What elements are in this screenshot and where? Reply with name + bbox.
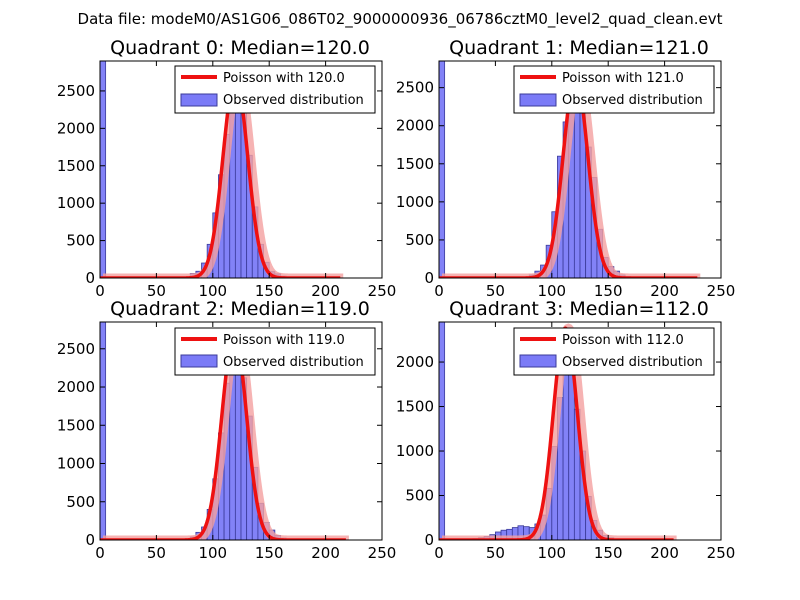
y-tick-label: 500 [405,487,434,505]
x-tick-label: 250 [707,544,736,562]
y-tick-label: 500 [405,231,434,249]
x-tick-label: 150 [255,282,284,300]
axes-frame [438,60,722,279]
y-tick-label: 1000 [57,194,95,212]
poisson-curve-shadow [442,323,677,540]
y-tick-label: 0 [424,269,434,287]
x-tick-label: 0 [434,282,444,300]
legend-poisson-label: Poisson with 121.0 [562,71,684,86]
legend-observed-label: Observed distribution [562,355,703,370]
quadrant-1-legend: Poisson with 121.0 Observed distribution [513,65,715,114]
quadrant-1-title: Quadrant 1: Median=121.0 [449,37,709,59]
legend-observed-swatch [180,93,218,107]
x-tick-label: 200 [311,282,340,300]
plot-area [100,61,344,278]
quadrant-2-panel: Quadrant 2: Median=119.0 0 50 100 150 200 250… [57,298,397,562]
x-tick-label: 0 [95,544,105,562]
x-tick-label: 150 [594,282,623,300]
legend-observed-swatch [519,93,557,107]
poisson-curve-shadow [103,72,344,278]
x-tick-label: 250 [368,282,397,300]
legend-poisson-label: Poisson with 120.0 [223,71,345,86]
y-tick-label: 1500 [57,157,95,175]
x-tick-label: 250 [368,544,397,562]
y-tick-label: 2000 [57,378,95,396]
legend-poisson-label: Poisson with 119.0 [223,333,345,348]
quadrant-2-legend: Poisson with 119.0 Observed distribution [174,327,376,376]
poisson-curve [100,331,346,540]
legend-observed-swatch [519,354,557,368]
y-tick-label: 1000 [396,193,434,211]
y-tick-label: 2000 [57,119,95,137]
y-tick-label: 500 [66,493,95,511]
quadrant-0-legend: Poisson with 120.0 Observed distribution [174,65,376,114]
histogram-bar [234,358,242,540]
x-tick-label: 50 [486,282,505,300]
y-tick-label: 0 [424,531,434,549]
quadrant-3-title: Quadrant 3: Median=112.0 [449,298,709,320]
x-tick-label: 200 [650,544,679,562]
quadrant-3-panel: Quadrant 3: Median=112.0 0 50 100 150 200 250… [396,298,736,562]
x-tick-label: 100 [198,544,227,562]
y-tick-label: 0 [85,269,95,287]
axes-frame [99,60,383,279]
x-tick-label: 100 [537,282,566,300]
poisson-curve [439,326,674,540]
axes-frame [438,321,722,541]
y-tick-label: 1500 [396,398,434,416]
histogram-bar [439,322,446,540]
x-tick-label: 200 [311,544,340,562]
plot-area [100,322,349,540]
quadrant-1-panel: Quadrant 1: Median=121.0 0 50 100 150 200 250… [396,37,736,300]
y-tick-label: 2500 [396,79,434,97]
quadrant-0-title: Quadrant 0: Median=120.0 [110,37,370,59]
legend-observed-label: Observed distribution [223,93,364,108]
quadrant-3-legend: Poisson with 112.0 Observed distribution [513,327,715,376]
x-tick-label: 150 [594,544,623,562]
x-tick-label: 250 [707,282,736,300]
legend-poisson-label: Poisson with 112.0 [562,333,684,348]
histogram-bar [439,61,446,278]
y-tick-label: 1500 [57,416,95,434]
quadrant-2-title: Quadrant 2: Median=119.0 [110,298,370,320]
y-tick-label: 2500 [57,340,95,358]
axes-frame [99,321,383,541]
x-tick-label: 50 [147,282,166,300]
x-tick-label: 150 [255,544,284,562]
legend-observed-swatch [180,354,218,368]
x-tick-label: 0 [95,282,105,300]
y-tick-label: 2000 [396,117,434,135]
plot-area [439,322,677,540]
y-tick-label: 1000 [396,442,434,460]
figure-title: Data file: modeM0/AS1G06_086T02_90000009… [78,10,723,29]
histogram-bar [573,91,581,278]
y-tick-label: 2500 [57,82,95,100]
poisson-curve [100,75,341,278]
x-tick-label: 200 [650,282,679,300]
x-tick-label: 0 [434,544,444,562]
legend-observed-label: Observed distribution [223,355,364,370]
x-tick-label: 100 [537,544,566,562]
x-tick-label: 50 [486,544,505,562]
poisson-curve-shadow [103,328,349,540]
x-tick-label: 100 [198,282,227,300]
y-tick-label: 1000 [57,455,95,473]
legend-observed-label: Observed distribution [562,93,703,108]
histogram-bar [100,61,107,278]
histogram-bar [100,322,107,540]
y-tick-label: 1500 [396,155,434,173]
y-tick-label: 2000 [396,353,434,371]
y-tick-label: 0 [85,531,95,549]
y-tick-label: 500 [66,232,95,250]
x-tick-label: 50 [147,544,166,562]
quadrant-0-panel: Quadrant 0: Median=120.0 0 50 100 150 200 250… [57,37,397,300]
histogram-bar [234,102,242,278]
